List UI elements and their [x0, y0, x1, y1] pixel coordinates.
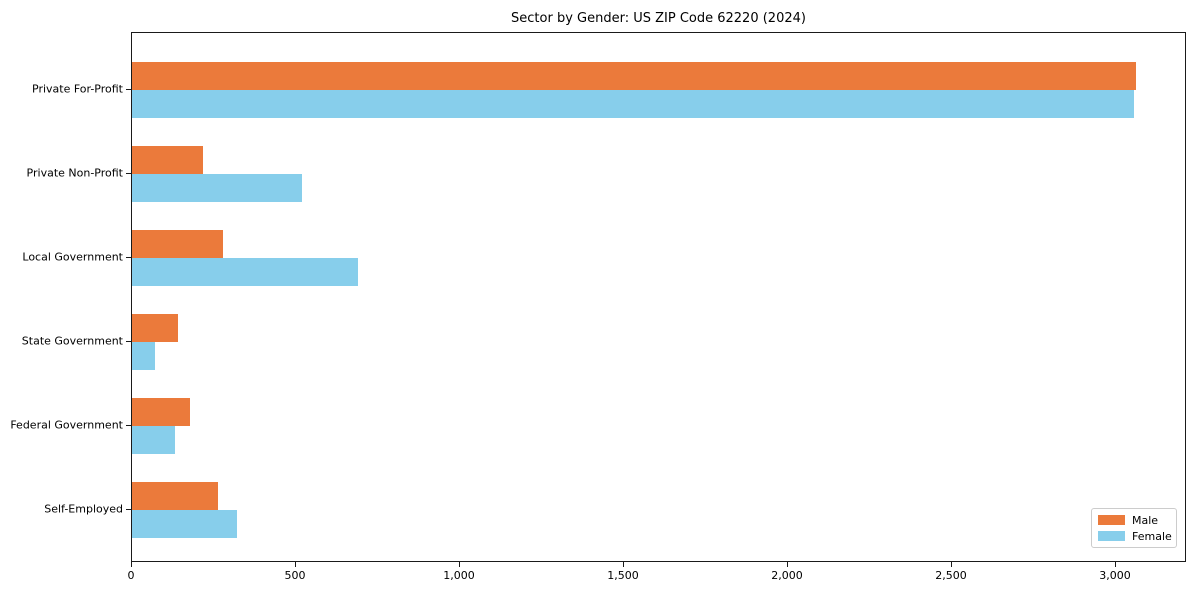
- bar-male-1: [132, 146, 203, 174]
- legend-swatch-male: [1098, 515, 1125, 525]
- xtick-mark-6: [1115, 562, 1116, 567]
- bar-male-3: [132, 314, 178, 342]
- xtick-label-4: 2,000: [771, 569, 803, 582]
- ytick-mark-0: [126, 89, 131, 90]
- bar-male-2: [132, 230, 223, 258]
- ytick-label-5: Self-Employed: [44, 502, 123, 516]
- bar-male-4: [132, 398, 190, 426]
- xtick-mark-2: [459, 562, 460, 567]
- ytick-mark-1: [126, 173, 131, 174]
- plot-area: [131, 32, 1186, 562]
- xtick-mark-0: [131, 562, 132, 567]
- legend-swatch-female: [1098, 531, 1125, 541]
- legend: Male Female: [1091, 508, 1177, 548]
- bar-female-0: [132, 90, 1134, 118]
- xtick-mark-5: [951, 562, 952, 567]
- chart-title: Sector by Gender: US ZIP Code 62220 (202…: [511, 11, 806, 26]
- ytick-label-0: Private For-Profit: [32, 82, 123, 96]
- xtick-label-0: 0: [127, 569, 135, 582]
- ytick-mark-4: [126, 425, 131, 426]
- legend-item-female: Female: [1098, 529, 1172, 543]
- bar-male-5: [132, 482, 218, 510]
- ytick-label-3: State Government: [21, 334, 123, 348]
- legend-item-male: Male: [1098, 514, 1170, 527]
- xtick-label-5: 2,500: [935, 569, 967, 582]
- bar-female-4: [132, 426, 175, 454]
- xtick-label-1: 500: [284, 569, 306, 582]
- xtick-mark-1: [295, 562, 296, 567]
- xtick-label-3: 1,500: [607, 569, 639, 582]
- ytick-mark-2: [126, 257, 131, 258]
- legend-label-male: Male: [1132, 513, 1159, 527]
- ytick-mark-3: [126, 341, 131, 342]
- ytick-label-4: Federal Government: [10, 418, 123, 432]
- bar-female-5: [132, 510, 237, 538]
- ytick-label-2: Local Government: [22, 250, 123, 264]
- xtick-label-6: 3,000: [1099, 569, 1131, 582]
- xtick-mark-4: [787, 562, 788, 567]
- bar-female-1: [132, 174, 302, 202]
- y-axis-label-gutter: Private For-Profit Private Non-Profit Loca…: [0, 0, 123, 600]
- bar-male-0: [132, 62, 1136, 90]
- ytick-mark-5: [126, 509, 131, 510]
- bar-female-3: [132, 342, 155, 370]
- xtick-mark-3: [623, 562, 624, 567]
- ytick-label-1: Private Non-Profit: [26, 166, 123, 180]
- xtick-label-2: 1,000: [443, 569, 475, 582]
- legend-label-female: Female: [1132, 529, 1172, 543]
- bar-female-2: [132, 258, 358, 286]
